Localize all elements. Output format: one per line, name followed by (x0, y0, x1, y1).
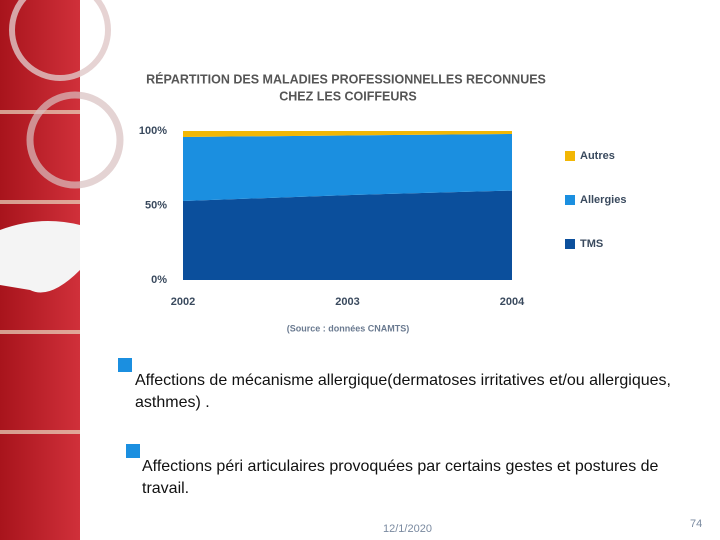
area (183, 133, 512, 202)
legend-swatch (565, 195, 575, 205)
legend-label: Autres (580, 150, 615, 162)
y-tick-label: 0% (151, 274, 167, 286)
legend-swatch (565, 239, 575, 249)
decor-ring (26, 91, 124, 189)
source-note: (Source : données CNAMTS) (287, 323, 410, 333)
chart-title: RÉPARTITION DES MALADIES PROFESSIONNELLE… (146, 71, 546, 86)
x-tick-label: 2002 (171, 296, 195, 308)
decor-ring (9, 0, 111, 81)
x-tick-label: 2003 (335, 296, 359, 308)
sink (0, 221, 80, 293)
y-tick-label: 50% (145, 199, 167, 211)
bullet-text: Affections péri articulaires provoquées … (142, 458, 659, 497)
legend-swatch (565, 151, 575, 161)
area (183, 131, 512, 137)
bullet-text: Affections de mécanisme allergique(derma… (135, 372, 671, 411)
x-tick-label: 2004 (500, 296, 525, 308)
legend-label: TMS (580, 238, 603, 250)
bullet-marker (118, 358, 132, 372)
footer-date: 12/1/2020 (383, 523, 432, 535)
y-tick-label: 100% (139, 125, 167, 137)
chart-title: CHEZ LES COIFFEURS (279, 89, 417, 103)
legend-label: Allergies (580, 194, 626, 206)
area (183, 190, 512, 280)
bullet-marker (126, 444, 140, 458)
page-number: 74 (690, 518, 703, 530)
